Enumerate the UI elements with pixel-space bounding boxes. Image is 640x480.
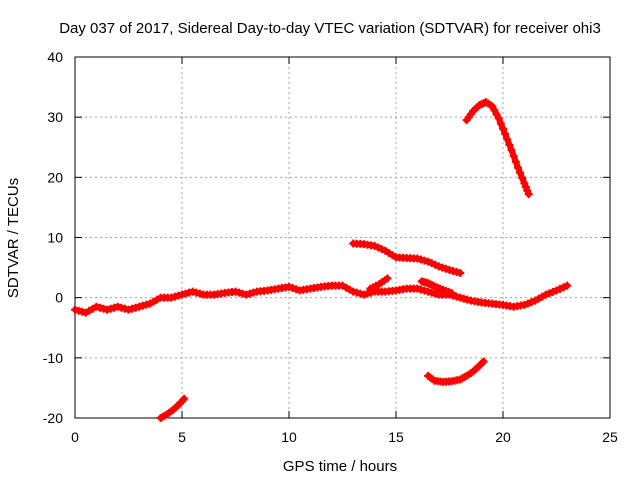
data-point: [503, 135, 512, 144]
x-tick-label: 5: [178, 429, 186, 445]
y-tick-label: 40: [47, 49, 63, 65]
grid-lines: [75, 57, 610, 418]
series-upper-arc: [349, 239, 465, 277]
data-point: [490, 106, 499, 115]
data-point: [499, 124, 507, 133]
y-tick-label: 0: [55, 290, 63, 306]
x-tick-label: 15: [388, 429, 404, 445]
y-tick-label: -20: [43, 410, 63, 426]
data-point: [447, 288, 456, 297]
data-point: [501, 130, 510, 139]
x-tick-label: 0: [71, 429, 79, 445]
data-point: [524, 190, 533, 199]
data-point: [496, 119, 505, 128]
x-tick-label: 10: [281, 429, 297, 445]
data-point: [518, 174, 527, 183]
series-line: [463, 99, 532, 198]
series-main-trace: [71, 281, 572, 317]
y-tick-label: 10: [47, 230, 63, 246]
data-point: [492, 110, 501, 119]
data-point: [513, 163, 522, 172]
data-point: [509, 152, 518, 161]
data-point: [479, 357, 488, 366]
data-point: [488, 102, 497, 111]
chart-title: Day 037 of 2017, Sidereal Day-to-day VTE…: [59, 20, 601, 37]
y-tick-label: -10: [43, 350, 63, 366]
data-point: [563, 281, 572, 290]
data-point: [516, 168, 525, 177]
axis-ticks: 0 5 10 15 20 25 -20 -10 0 10 20 30 40: [43, 49, 618, 445]
data-point: [178, 396, 187, 405]
x-tick-label: 20: [495, 429, 511, 445]
data-point: [383, 274, 392, 283]
data-point: [494, 114, 503, 123]
series-peak-arc: [462, 98, 533, 199]
y-tick-label: 30: [47, 109, 63, 125]
data-point: [511, 157, 520, 166]
data-point: [456, 268, 465, 277]
series-lower-left-arc: [156, 394, 189, 422]
y-axis-label: SDTVAR / TECUs: [5, 178, 22, 298]
x-tick-label: 25: [602, 429, 618, 445]
series-lower-right-arc: [424, 357, 488, 386]
data-point: [180, 394, 189, 403]
x-axis-label: GPS time / hours: [283, 458, 397, 475]
data-point: [505, 140, 514, 149]
series-mid-segment: [366, 274, 392, 293]
data-point: [507, 146, 516, 155]
y-tick-label: 20: [47, 169, 63, 185]
series-mid-segment-2: [417, 277, 456, 297]
data-series: [71, 98, 572, 422]
data-point: [478, 358, 487, 367]
